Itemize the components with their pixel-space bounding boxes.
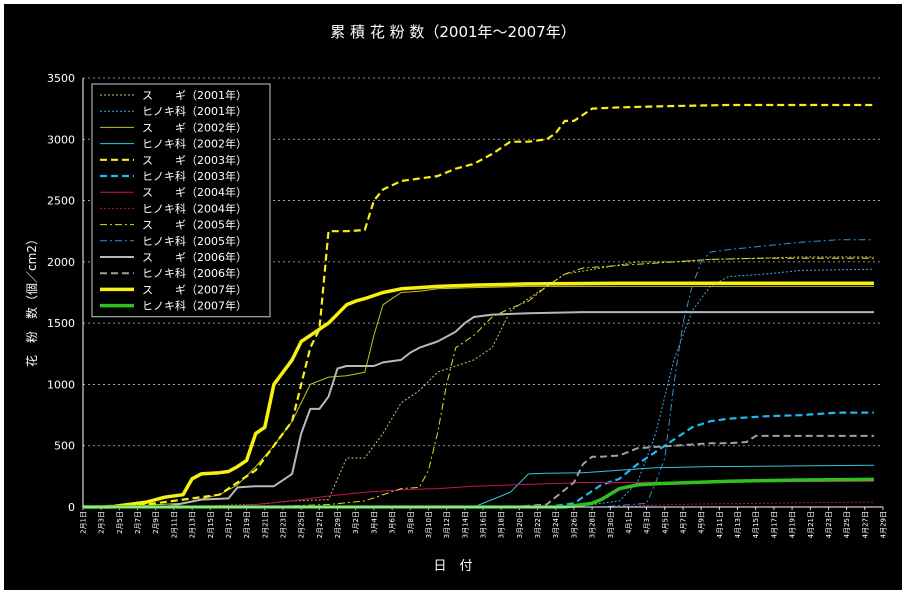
series-line-7 [83, 501, 874, 508]
legend-label: ヒノキ科（2007年） [142, 299, 247, 313]
legend-box [91, 83, 271, 318]
x-tick-label: 4月23日 [825, 511, 833, 538]
x-tick-label: 3月10日 [425, 511, 433, 538]
legend-label: ス ギ（2005年） [142, 218, 247, 232]
y-tick-label: 3000 [47, 133, 75, 146]
y-tick-label: 1500 [47, 317, 75, 330]
x-tick-label: 2月19日 [243, 511, 251, 538]
series-lines [82, 103, 874, 509]
x-tick-label: 2月11日 [170, 511, 178, 538]
x-tick-label: 2月21日 [261, 511, 269, 538]
series-line-5 [83, 411, 874, 509]
y-tick-label: 0 [68, 501, 75, 514]
legend-label: ヒノキ科（2004年） [142, 201, 247, 215]
x-tick-label: 4月19日 [789, 511, 797, 538]
x-tick-label: 4月11日 [716, 511, 724, 538]
series-line-6 [83, 480, 874, 508]
x-tick-label: 2月23日 [280, 511, 288, 538]
legend-label: ス ギ（2001年） [142, 88, 247, 102]
x-tick-label: 3月8日 [407, 511, 415, 534]
x-tick-label: 4月15日 [752, 511, 760, 538]
x-tick-label: 3月18日 [498, 511, 506, 538]
x-tick-label: 3月16日 [480, 511, 488, 538]
chart-title: 累 積 花 粉 数（2001年〜2007年） [330, 23, 575, 41]
y-tick-label: 500 [54, 440, 75, 453]
x-tick-label: 4月13日 [734, 511, 742, 538]
x-tick-label: 3月12日 [443, 511, 451, 538]
series-line-10 [83, 311, 874, 508]
series-line-2 [82, 285, 874, 508]
x-tick-label: 3月22日 [534, 511, 542, 538]
x-tick-label: 4月21日 [807, 511, 815, 538]
x-tick-labels: 2月1日 2月3日 2月5日 2月7日 2月9日 2月11日 2月13日 2月15日 2月17日… [80, 507, 888, 538]
legend-label: ヒノキ科（2006年） [142, 266, 247, 280]
x-tick-label: 2月5日 [116, 511, 124, 534]
legend-label: ヒノキ科（2005年） [142, 234, 247, 248]
x-axis-label: 日 付 [433, 559, 472, 574]
x-tick-label: 2月7日 [134, 511, 142, 534]
series-line-12 [83, 281, 874, 509]
series-line-13 [83, 477, 874, 509]
y-axis-label: 花 粉 数（個／cm2） [24, 233, 39, 367]
legend: ス ギ（2001年） ヒノキ科（2001年） ス ギ（2002年） ヒノキ科（2002… [91, 83, 271, 318]
x-tick-label: 3月28日 [589, 511, 597, 538]
series-line-0 [82, 256, 874, 508]
y-tick-label: 2000 [47, 256, 75, 269]
legend-label: ヒノキ科（2002年） [142, 137, 247, 151]
legend-label: ヒノキ科（2003年） [142, 169, 247, 183]
x-tick-label: 4月7日 [680, 511, 688, 534]
x-tick-label: 2月15日 [207, 511, 215, 538]
series-line-11 [83, 434, 874, 508]
x-tick-label: 3月2日 [352, 511, 360, 534]
x-tick-label: 2月29日 [334, 511, 342, 538]
x-tick-label: 3月30日 [607, 511, 615, 538]
x-tick-label: 3月6日 [389, 511, 397, 534]
legend-label: ス ギ（2006年） [142, 250, 247, 264]
x-tick-label: 2月1日 [80, 511, 88, 534]
y-tick-label: 1000 [47, 378, 75, 391]
x-tick-label: 3月20日 [516, 511, 524, 538]
y-tick-label: 3500 [47, 72, 75, 85]
legend-label: ヒノキ科（2001年） [142, 104, 247, 118]
x-tick-label: 2月9日 [152, 511, 160, 534]
series-line-3 [83, 464, 874, 508]
series-line-1 [83, 268, 874, 508]
legend-label: ス ギ（2004年） [142, 185, 247, 199]
y-tick-label: 2500 [47, 195, 75, 208]
legend-label: ス ギ（2003年） [142, 153, 247, 167]
x-tick-label: 4月5日 [661, 511, 669, 534]
x-tick-label: 2月13日 [189, 511, 197, 538]
series-line-4 [82, 103, 874, 509]
x-tick-label: 2月25日 [298, 511, 306, 538]
x-tick-label: 3月24日 [552, 511, 560, 538]
y-tick-labels: 0 500 1000 1500 2000 2500 3000 3500 [47, 72, 75, 514]
x-tick-label: 3月26日 [570, 511, 578, 538]
series-line-8 [83, 257, 874, 508]
x-tick-label: 4月9日 [698, 511, 706, 534]
x-tick-label: 3月4日 [370, 511, 378, 534]
gridlines [83, 77, 883, 447]
x-tick-label: 3月14日 [461, 511, 469, 538]
x-tick-label: 4月27日 [861, 511, 869, 538]
x-tick-label: 4月3日 [643, 511, 651, 534]
x-tick-label: 2月17日 [225, 511, 233, 538]
x-tick-label: 4月17日 [770, 511, 778, 538]
legend-label: ス ギ（2007年） [142, 282, 247, 296]
x-tick-label: 2月3日 [98, 511, 106, 534]
x-tick-label: 4月1日 [625, 511, 633, 534]
legend-label: ス ギ（2002年） [142, 120, 247, 134]
x-tick-label: 4月25日 [843, 511, 851, 538]
series-line-9 [83, 239, 874, 508]
x-tick-label: 2月27日 [316, 511, 324, 538]
x-tick-label: 4月29日 [880, 511, 888, 538]
